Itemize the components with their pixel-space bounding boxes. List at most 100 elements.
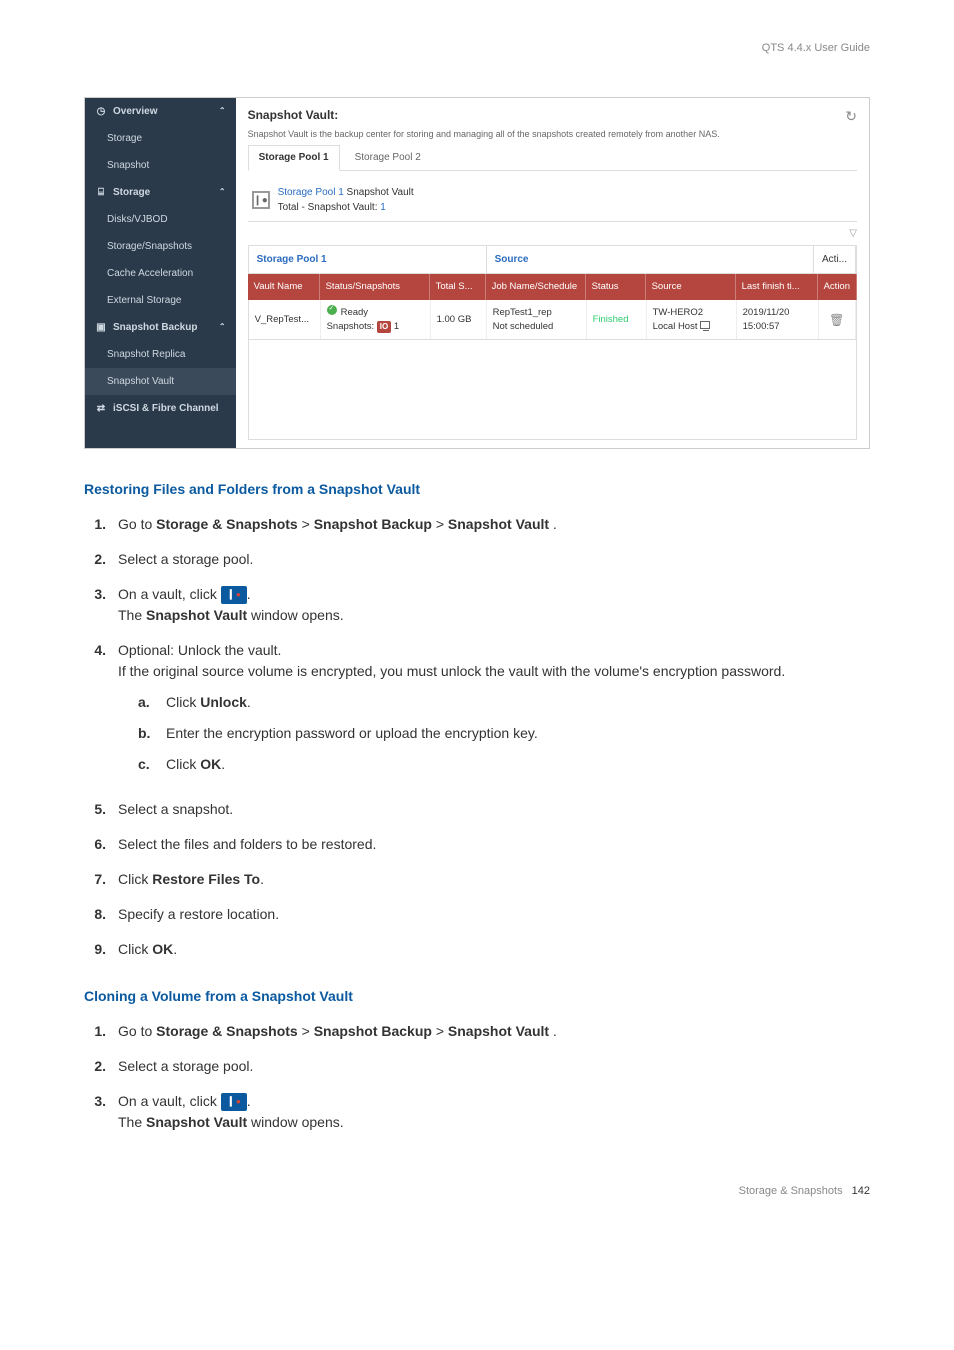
sidebar-item-disks[interactable]: Disks/VJBOD — [85, 206, 236, 233]
substep: a.Click Unlock. — [138, 692, 870, 713]
summary-total-label: Total - Snapshot Vault: — [278, 202, 381, 213]
col-action: Action — [818, 274, 857, 300]
job-schedule: Not scheduled — [493, 320, 580, 334]
trash-icon[interactable]: 🗑 — [825, 311, 849, 329]
pool-summary: ❙● Storage Pool 1 Snapshot Vault Total -… — [248, 179, 857, 222]
refresh-icon[interactable]: ↻ — [845, 106, 857, 127]
col-total: Total S... — [430, 274, 486, 300]
chevron-icon: ⌃ — [219, 105, 226, 117]
step-num: 1. — [84, 1021, 106, 1042]
pool-tabs: Storage Pool 1 Storage Pool 2 — [248, 145, 857, 171]
finish-date: 2019/11/20 — [743, 306, 812, 320]
filter-icon[interactable]: ▽ — [849, 226, 857, 241]
sidebar-label: External Storage — [107, 293, 182, 308]
step-body: Click OK. — [118, 939, 870, 960]
steps-clone: 1. Go to Storage & Snapshots > Snapshot … — [84, 1021, 870, 1133]
section-heading-restore: Restoring Files and Folders from a Snaps… — [84, 479, 870, 500]
overview-icon: ◷ — [95, 104, 107, 119]
sidebar-label: Disks/VJBOD — [107, 212, 168, 227]
pool-summary-icon: ❙● — [252, 191, 270, 209]
ready-icon — [327, 305, 337, 315]
snapshots-count: 1 — [394, 321, 399, 332]
step-num: 3. — [84, 1091, 106, 1112]
tab-pool-2[interactable]: Storage Pool 2 — [344, 145, 432, 170]
step-body: Go to Storage & Snapshots > Snapshot Bac… — [118, 514, 870, 535]
job-name: RepTest1_rep — [493, 306, 580, 320]
panel-title: Snapshot Vault: — [248, 106, 339, 124]
cell-status: Ready Snapshots: IO 1 — [321, 300, 431, 339]
table-row[interactable]: V_RepTest... Ready Snapshots: IO 1 1.00 … — [248, 300, 857, 340]
step-body: Select a storage pool. — [118, 549, 870, 570]
summary-total-value: 1 — [380, 202, 386, 213]
sidebar-item-snapshot-backup[interactable]: ▣ Snapshot Backup ⌃ — [85, 314, 236, 341]
step-body: Go to Storage & Snapshots > Snapshot Bac… — [118, 1021, 870, 1042]
sidebar-item-overview[interactable]: ◷ Overview ⌃ — [85, 98, 236, 125]
screenshot-snapshot-vault: ◷ Overview ⌃ Storage Snapshot ⌸ Storage … — [84, 97, 870, 450]
io-badge-icon: IO — [377, 321, 391, 333]
sidebar-label: Snapshot — [107, 158, 149, 173]
sidebar-label: Snapshot Replica — [107, 347, 185, 362]
tab-pool-1[interactable]: Storage Pool 1 — [248, 145, 340, 171]
step-body: Select the files and folders to be resto… — [118, 834, 870, 855]
step-body: Select a snapshot. — [118, 799, 870, 820]
summary-link[interactable]: Storage Pool 1 — [278, 187, 344, 198]
sidebar-item-storage-snapshots[interactable]: Storage/Snapshots — [85, 233, 236, 260]
th-source: Source — [487, 246, 814, 273]
table-top-header: Storage Pool 1 Source Acti... — [248, 245, 857, 274]
sidebar-item-storage-sub[interactable]: Storage — [85, 125, 236, 152]
panel-subtitle: Snapshot Vault is the backup center for … — [248, 128, 857, 142]
sidebar-item-snapshot[interactable]: Snapshot — [85, 152, 236, 179]
cell-vault: V_RepTest... — [249, 300, 321, 339]
sidebar-item-storage[interactable]: ⌸ Storage ⌃ — [85, 179, 236, 206]
step-num: 1. — [84, 514, 106, 535]
monitor-icon — [700, 321, 710, 329]
sidebar-item-replica[interactable]: Snapshot Replica — [85, 341, 236, 368]
sidebar: ◷ Overview ⌃ Storage Snapshot ⌸ Storage … — [85, 98, 236, 449]
vault-icon — [221, 586, 247, 604]
substep: c.Click OK. — [138, 754, 870, 775]
table-empty — [248, 340, 857, 440]
chevron-icon: ⌃ — [219, 321, 226, 333]
sidebar-item-vault[interactable]: Snapshot Vault — [85, 368, 236, 395]
footer-page: 142 — [852, 1185, 870, 1197]
step-body: Select a storage pool. — [118, 1056, 870, 1077]
step-num: 4. — [84, 640, 106, 661]
step-num: 6. — [84, 834, 106, 855]
cell-finish: 2019/11/20 15:00:57 — [737, 300, 819, 339]
col-status: Status/Snapshots — [320, 274, 430, 300]
sidebar-item-iscsi[interactable]: ⇄ iSCSI & Fibre Channel — [85, 395, 236, 422]
cell-total: 1.00 GB — [431, 300, 487, 339]
step-num: 2. — [84, 549, 106, 570]
step-num: 3. — [84, 584, 106, 605]
step-body: On a vault, click . The Snapshot Vault w… — [118, 1091, 870, 1133]
cell-job: RepTest1_rep Not scheduled — [487, 300, 587, 339]
sidebar-label: Cache Acceleration — [107, 266, 193, 281]
iscsi-icon: ⇄ — [95, 401, 107, 416]
backup-icon: ▣ — [95, 320, 107, 335]
source-name: TW-HERO2 — [653, 306, 730, 320]
guide-header: QTS 4.4.x User Guide — [84, 40, 870, 57]
step-num: 2. — [84, 1056, 106, 1077]
col-stat: Status — [586, 274, 646, 300]
vault-icon — [221, 1093, 247, 1111]
status-text: Ready — [341, 307, 368, 318]
filter-row: ▽ — [248, 222, 857, 245]
page-footer: Storage & Snapshots 142 — [84, 1183, 870, 1200]
sidebar-item-cache[interactable]: Cache Acceleration — [85, 260, 236, 287]
cell-action: 🗑 — [819, 300, 856, 339]
th-acti: Acti... — [814, 246, 856, 273]
step-body: Click Restore Files To. — [118, 869, 870, 890]
section-heading-clone: Cloning a Volume from a Snapshot Vault — [84, 986, 870, 1007]
col-job: Job Name/Schedule — [486, 274, 586, 300]
summary-text: Snapshot Vault — [344, 187, 414, 198]
step-num: 7. — [84, 869, 106, 890]
step-num: 8. — [84, 904, 106, 925]
snapshots-label: Snapshots: — [327, 321, 377, 332]
main-panel: Snapshot Vault: ↻ Snapshot Vault is the … — [236, 98, 869, 449]
step-body: Specify a restore location. — [118, 904, 870, 925]
chevron-icon: ⌃ — [219, 186, 226, 198]
sidebar-label: Overview — [113, 104, 157, 119]
sidebar-item-external[interactable]: External Storage — [85, 287, 236, 314]
substep: b.Enter the encryption password or uploa… — [138, 723, 870, 744]
cell-source: TW-HERO2 Local Host — [647, 300, 737, 339]
